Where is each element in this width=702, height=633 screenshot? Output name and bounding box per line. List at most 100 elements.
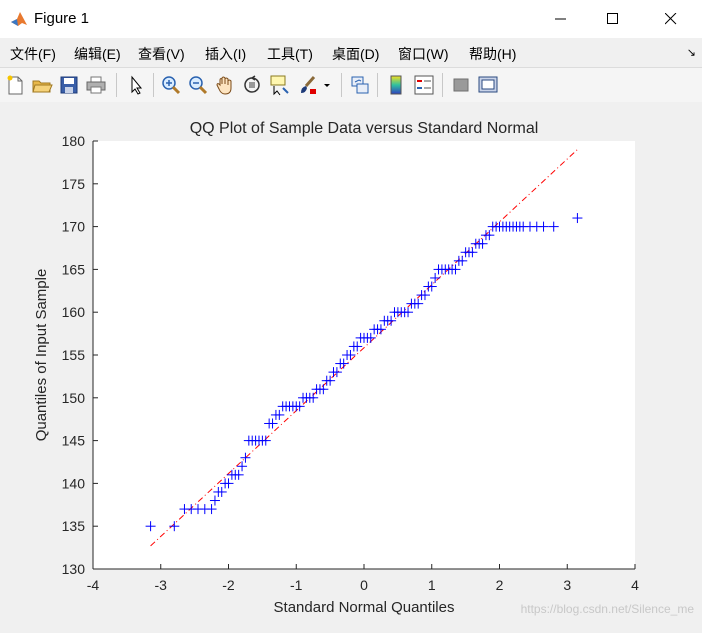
y-tick-label: 130 <box>62 561 86 577</box>
menu-help[interactable]: 帮助(H) <box>469 46 517 62</box>
data-point <box>457 255 468 266</box>
x-tick-label: 3 <box>563 577 571 593</box>
data-markers-layer <box>145 213 583 532</box>
reference-line <box>150 149 578 547</box>
data-point <box>308 392 319 403</box>
x-tick-label: -4 <box>87 577 100 593</box>
data-point <box>538 221 549 232</box>
menu-view[interactable]: 查看(V) <box>138 46 185 62</box>
menu-window[interactable]: 窗口(W) <box>398 46 449 62</box>
data-point <box>450 264 461 275</box>
chart-title: QQ Plot of Sample Data versus Standard N… <box>190 120 539 137</box>
data-point <box>430 272 441 283</box>
pan-icon[interactable] <box>214 74 236 96</box>
toolbar-separator <box>116 73 117 97</box>
data-point <box>145 521 156 532</box>
menu-tools[interactable]: 工具(T) <box>267 46 313 62</box>
data-point <box>240 452 251 463</box>
x-tick-label: 0 <box>360 577 368 593</box>
y-tick-label: 180 <box>62 133 86 149</box>
data-point <box>331 367 342 378</box>
axes-layer: -4 -3 -2 -1 0 1 2 3 4 130 135 140 145 150 155 160 165 170… <box>62 133 639 593</box>
brush-dropdown-icon[interactable] <box>321 74 333 96</box>
axes-background <box>93 141 635 569</box>
y-axis-label: Quantiles of Input Sample <box>33 269 50 442</box>
y-tick-label: 150 <box>62 390 86 406</box>
data-point <box>294 401 305 412</box>
menu-desktop[interactable]: 桌面(D) <box>332 46 380 62</box>
show-plot-tools-icon[interactable] <box>477 74 499 96</box>
new-figure-icon[interactable] <box>4 74 26 96</box>
data-point <box>365 332 376 343</box>
menu-insert[interactable]: 插入(I) <box>205 46 247 62</box>
menu-edit[interactable]: 编辑(E) <box>74 46 121 62</box>
qq-plot[interactable]: QQ Plot of Sample Data versus Standard N… <box>0 102 702 628</box>
x-tick-label: 2 <box>496 577 504 593</box>
y-tick-label: 145 <box>62 433 86 449</box>
data-point <box>318 384 329 395</box>
colorbar-icon[interactable] <box>385 74 407 96</box>
dock-arrow-icon[interactable]: ↘ <box>686 47 696 59</box>
toolbar-separator <box>377 73 378 97</box>
data-point <box>375 324 386 335</box>
y-tick-label: 135 <box>62 518 86 534</box>
data-point <box>260 435 271 446</box>
print-icon[interactable] <box>85 74 107 96</box>
data-point <box>419 290 430 301</box>
data-point <box>216 486 227 497</box>
toolbar-separator <box>153 73 154 97</box>
data-point <box>352 341 363 352</box>
data-point <box>484 230 495 241</box>
save-icon[interactable] <box>58 74 80 96</box>
menu-bar: 文件(F) 编辑(E) 查看(V) 插入(I) 工具(T) 桌面(D) 窗口(W… <box>0 40 702 66</box>
y-tick-label: 170 <box>62 219 86 235</box>
data-point <box>233 469 244 480</box>
x-tick-label: -2 <box>222 577 235 593</box>
x-axis-label: Standard Normal Quantiles <box>274 599 455 616</box>
y-tick-label: 175 <box>62 176 86 192</box>
toolbar-separator <box>442 73 443 97</box>
matlab-logo-icon <box>10 10 28 28</box>
hide-plot-tools-icon[interactable] <box>450 74 472 96</box>
open-file-icon[interactable] <box>31 74 53 96</box>
data-point <box>386 315 397 326</box>
pointer-icon[interactable] <box>125 74 147 96</box>
data-point <box>338 358 349 369</box>
data-point <box>169 521 180 532</box>
window-title: Figure 1 <box>34 10 90 27</box>
y-tick-label: 155 <box>62 347 86 363</box>
brush-icon[interactable] <box>297 74 319 96</box>
data-point <box>325 375 336 386</box>
x-tick-label: 4 <box>631 577 639 593</box>
reference-line-layer <box>150 149 578 547</box>
x-tick-label: -1 <box>290 577 303 593</box>
legend-icon[interactable] <box>413 74 435 96</box>
minimize-button[interactable] <box>537 0 585 38</box>
data-point <box>467 247 478 258</box>
link-plot-icon[interactable] <box>349 74 371 96</box>
data-point <box>206 504 217 515</box>
toolbar <box>0 67 702 103</box>
data-point <box>403 307 414 318</box>
data-point <box>477 238 488 249</box>
toolbar-separator <box>341 73 342 97</box>
maximize-button[interactable] <box>589 0 637 38</box>
data-point <box>548 221 559 232</box>
data-point <box>426 281 437 292</box>
data-point <box>274 409 285 420</box>
data-cursor-icon[interactable] <box>268 74 290 96</box>
data-point <box>237 461 248 472</box>
rotate-3d-icon[interactable] <box>241 74 263 96</box>
zoom-in-icon[interactable] <box>160 74 182 96</box>
zoom-out-icon[interactable] <box>187 74 209 96</box>
title-bar: Figure 1 <box>0 0 702 38</box>
x-tick-label: -3 <box>155 577 168 593</box>
menu-file[interactable]: 文件(F) <box>10 46 56 62</box>
data-point <box>345 350 356 360</box>
data-point <box>223 478 234 489</box>
data-point <box>267 418 278 429</box>
close-button[interactable] <box>647 0 695 38</box>
y-tick-label: 140 <box>62 475 86 491</box>
x-tick-label: 1 <box>428 577 436 593</box>
data-point <box>413 298 424 309</box>
